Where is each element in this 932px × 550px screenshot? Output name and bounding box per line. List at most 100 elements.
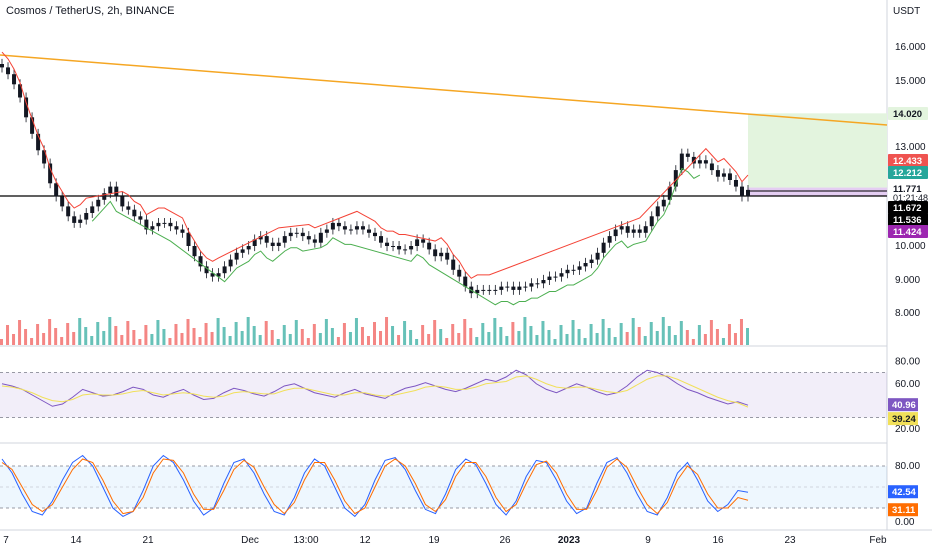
candle-body: [252, 239, 257, 246]
volume-bar: [475, 337, 479, 345]
volume-bar: [595, 333, 599, 345]
volume-bar: [54, 328, 58, 345]
stoch-value-tag: [888, 503, 918, 517]
candle-body: [637, 229, 642, 233]
candle-body: [102, 193, 107, 200]
candle-body: [210, 273, 215, 277]
price-tag-label: 14.020: [893, 109, 922, 120]
volume-bar: [228, 336, 232, 345]
candle-body: [186, 232, 191, 246]
trendline[interactable]: [0, 54, 888, 126]
candle-body: [559, 273, 564, 277]
candle-body: [685, 153, 690, 157]
rsi-pane[interactable]: [0, 369, 887, 418]
candle-body: [553, 276, 558, 278]
volume-bar: [42, 333, 46, 345]
volume-bar: [108, 317, 112, 345]
candle-body: [198, 256, 203, 267]
volume-bar: [487, 332, 491, 345]
volume-bar: [667, 326, 671, 345]
volume-bar: [66, 323, 70, 345]
price-axis[interactable]: 16.000 15.000 13.000 10.000 9.000 8.000 80.00 6…: [895, 42, 926, 528]
time-tick-label: 9: [645, 535, 651, 546]
candle-body: [673, 170, 678, 187]
volume-bar: [330, 328, 334, 345]
candle-body: [300, 232, 305, 237]
volume-bar: [511, 322, 515, 345]
candle-body: [288, 232, 293, 237]
volume-bar: [379, 331, 383, 345]
volume-bar: [481, 323, 485, 345]
rsi-band: [0, 372, 887, 418]
volume-bar: [733, 333, 737, 345]
volume-bar: [132, 330, 136, 345]
volume-bar: [409, 330, 413, 345]
time-tick-label: 12: [359, 535, 371, 546]
volume-bar: [727, 324, 731, 345]
rsi-tick-label: 20.00: [895, 424, 920, 435]
volume-bar: [421, 325, 425, 345]
candle-body: [595, 252, 600, 260]
volume-bar: [415, 339, 419, 345]
volume-bar: [24, 329, 28, 345]
volume-bar: [589, 324, 593, 345]
candle-body: [78, 219, 83, 223]
volume-bar: [385, 317, 389, 345]
volume-bar: [601, 319, 605, 345]
volume-bar: [312, 324, 316, 345]
time-axis[interactable]: 7 14 21 Dec 13:00 12 19 26 2023 9 16 23 Feb: [3, 535, 887, 546]
volume-bar: [433, 320, 437, 345]
volume-bar: [0, 339, 3, 345]
candle-body: [433, 249, 438, 257]
volume-bar: [210, 332, 214, 345]
candle-body: [721, 173, 726, 177]
volume-bar: [439, 329, 443, 345]
symbol-title[interactable]: Cosmos / TetherUS, 2h, BINANCE: [6, 5, 175, 17]
candle-body: [607, 236, 612, 243]
volume-bar: [252, 326, 256, 345]
volume-bar: [168, 338, 172, 345]
volume-bar: [529, 326, 533, 345]
volume-bar: [703, 334, 707, 345]
candle-body: [409, 246, 414, 250]
candle-body: [324, 229, 329, 233]
volume-bar: [270, 330, 274, 345]
candle-body: [114, 186, 119, 197]
stochastic-pane[interactable]: [0, 454, 887, 518]
price-tag-label: 11.536: [893, 215, 922, 226]
volume-bar: [216, 318, 220, 345]
rsi-tick-label: 60.00: [895, 379, 920, 390]
volume-bar: [258, 335, 262, 345]
volume-bar: [126, 321, 130, 345]
volume-bar: [445, 338, 449, 345]
candle-body: [577, 266, 582, 270]
candle-body: [6, 67, 11, 75]
candle-body: [679, 153, 684, 171]
candle-body: [90, 206, 95, 213]
time-tick-label: Feb: [869, 535, 887, 546]
candle-body: [631, 229, 636, 233]
candle-countdown: 01:21:48: [893, 193, 928, 203]
volume-bar: [114, 326, 118, 345]
volume-bar: [288, 334, 292, 345]
candle-body: [505, 286, 510, 288]
volume-bar: [282, 325, 286, 345]
volume-bar: [457, 333, 461, 345]
candle-body: [222, 266, 227, 274]
candle-body: [445, 252, 450, 260]
main-price-pane[interactable]: [0, 51, 888, 345]
candle-body: [174, 226, 179, 230]
volume-bar: [607, 328, 611, 345]
price-tag-label: 11.672: [893, 203, 922, 214]
candle-body: [18, 84, 23, 98]
candle-body: [571, 269, 576, 271]
volume-bar: [276, 339, 280, 345]
rsi-value-tag: [888, 412, 918, 426]
price-tag: [888, 166, 928, 179]
volume-bar: [138, 339, 142, 345]
volume-bar: [192, 328, 196, 345]
candle-body: [541, 280, 546, 284]
price-tag-label: 11.424: [893, 227, 922, 238]
